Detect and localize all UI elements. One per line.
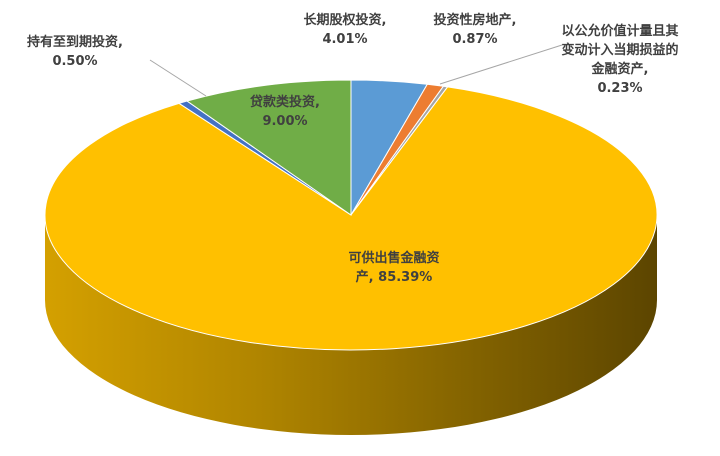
category-label: 以公允价值计量且其变动计入当期损益的金融资产, — [561, 24, 679, 77]
category-label: 持有至到期投资, — [27, 35, 123, 50]
data-label: 持有至到期投资, 0.50% — [5, 33, 145, 71]
category-label: 贷款类投资, — [250, 95, 320, 110]
data-label: 可供出售金融资产, 85.39% — [342, 249, 446, 287]
value-label: 4.01% — [322, 32, 368, 47]
data-label: 贷款类投资, 9.00% — [230, 93, 340, 131]
value-label: 0.23% — [597, 81, 643, 96]
pie-slice — [44, 86, 658, 351]
category-label: 长期股权投资, — [303, 13, 387, 28]
value-label: 85.39% — [378, 270, 433, 285]
data-label: 长期股权投资, 4.01% — [290, 11, 400, 49]
pie-slice — [185, 79, 352, 216]
category-label: 可供出售金融资产, — [348, 251, 440, 285]
category-label: 投资性房地产, — [433, 13, 517, 28]
value-label: 0.87% — [452, 32, 498, 47]
leader-line — [149, 59, 207, 97]
data-label: 以公允价值计量且其变动计入当期损益的金融资产, 0.23% — [561, 22, 679, 98]
value-label: 9.00% — [262, 114, 308, 129]
leader-line — [439, 44, 563, 85]
pie-side — [45, 215, 657, 435]
data-label: 投资性房地产, 0.87% — [415, 11, 535, 49]
value-label: 0.50% — [52, 54, 98, 69]
